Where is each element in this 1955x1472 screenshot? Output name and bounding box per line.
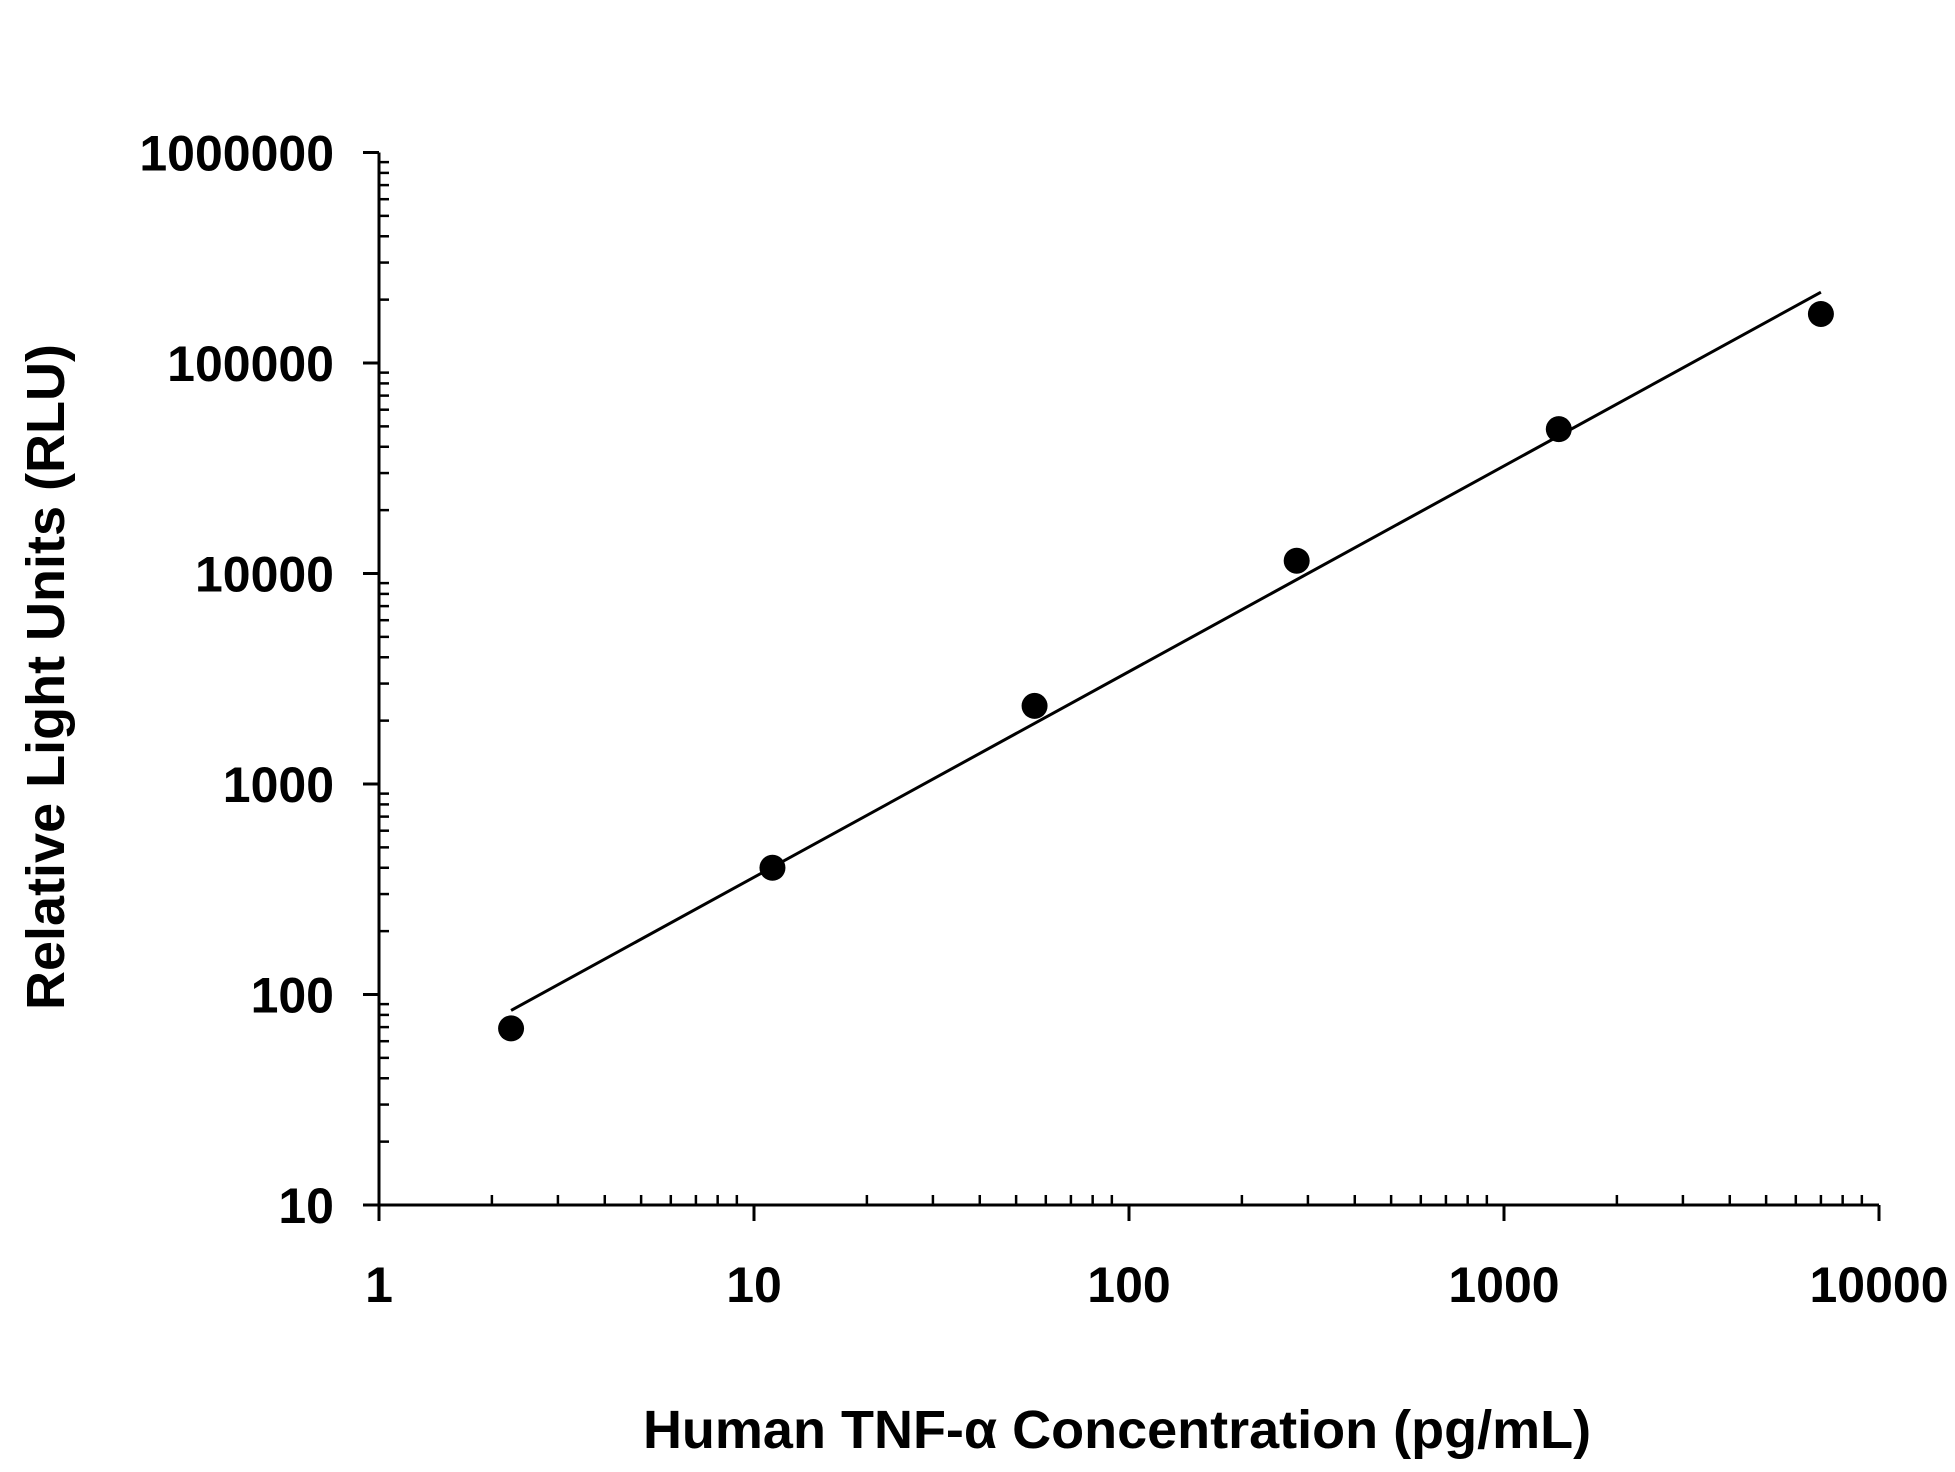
x-axis-title: Human TNF-α Concentration (pg/mL) [643,1400,1591,1460]
y-tick-label: 10 [278,1178,334,1234]
x-tick-label: 100 [1087,1257,1170,1313]
y-tick-label: 1000 [223,757,334,813]
y-tick-label: 100000 [167,336,334,392]
x-tick-label: 10 [726,1257,782,1313]
y-tick-label: 1000000 [139,126,334,182]
x-tick-label: 1000 [1448,1257,1559,1313]
x-tick-label: 1 [365,1257,393,1313]
y-tick-label: 10000 [195,547,334,603]
data-point [1545,416,1572,443]
y-axis-title: Relative Light Units (RLU) [16,344,76,1010]
y-tick-label: 100 [251,968,334,1024]
data-point [498,1015,525,1042]
data-point [759,854,786,881]
data-point [1807,300,1834,327]
fit-line [510,290,1822,1012]
x-axis: 1 10 100 1000 10000 [363,1195,1949,1313]
x-tick-label: 10000 [1809,1257,1948,1313]
data-point [1283,547,1310,574]
data-points [498,300,1834,1042]
y-axis: 10 100 1000 10000 100000 1000000 [139,126,389,1234]
data-point [1021,692,1048,719]
